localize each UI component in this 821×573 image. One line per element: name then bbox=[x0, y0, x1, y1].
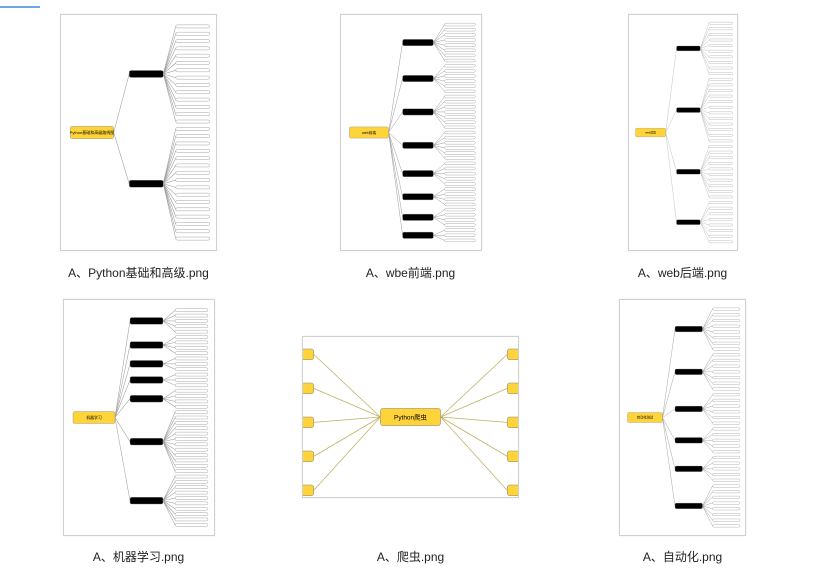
selection-indicator bbox=[0, 0, 40, 8]
thumbnail-image[interactable]: Python爬虫 bbox=[302, 336, 519, 498]
svg-text:自动化测试: 自动化测试 bbox=[637, 414, 654, 419]
svg-text:Python爬虫: Python爬虫 bbox=[394, 413, 427, 422]
file-thumbnail-viewport: Python基础和高级路线图 A、Python基础和高级.png web前端 A、wb… bbox=[0, 0, 821, 573]
thumbnail-image[interactable]: web后端 bbox=[628, 14, 738, 251]
thumbnail-cell[interactable]: 自动化测试 A、自动化.png bbox=[564, 293, 801, 566]
thumbnail-filename[interactable]: A、爬虫.png bbox=[377, 548, 444, 565]
thumbnail-filename[interactable]: A、Python基础和高级.png bbox=[68, 264, 209, 281]
thumbnail-wrap: web前端 bbox=[292, 8, 529, 258]
svg-text:web前端: web前端 bbox=[362, 130, 376, 135]
thumbnail-cell[interactable]: web后端 A、web后端.png bbox=[564, 8, 801, 281]
thumbnail-filename[interactable]: A、自动化.png bbox=[643, 548, 722, 565]
thumbnail-filename[interactable]: A、wbe前端.png bbox=[366, 264, 455, 281]
svg-text:web后端: web后端 bbox=[645, 131, 656, 135]
thumbnail-image[interactable]: 机器学习 bbox=[63, 299, 215, 536]
thumbnail-wrap: Python基础和高级路线图 bbox=[20, 8, 257, 258]
thumbnail-cell[interactable]: Python基础和高级路线图 A、Python基础和高级.png bbox=[20, 8, 257, 281]
thumbnail-image[interactable]: web前端 bbox=[340, 14, 482, 251]
thumbnail-wrap: 机器学习 bbox=[20, 293, 257, 543]
thumbnail-filename[interactable]: A、web后端.png bbox=[638, 264, 727, 281]
thumbnail-wrap: Python爬虫 bbox=[292, 293, 529, 543]
thumbnail-wrap: 自动化测试 bbox=[564, 293, 801, 543]
svg-text:机器学习: 机器学习 bbox=[86, 415, 102, 420]
thumbnail-filename[interactable]: A、机器学习.png bbox=[93, 548, 184, 565]
thumbnail-image[interactable]: 自动化测试 bbox=[619, 299, 746, 536]
thumbnail-image[interactable]: Python基础和高级路线图 bbox=[60, 14, 217, 251]
thumbnail-cell[interactable]: Python爬虫 A、爬虫.png bbox=[292, 293, 529, 566]
thumbnail-grid: Python基础和高级路线图 A、Python基础和高级.png web前端 A、wb… bbox=[20, 8, 801, 565]
thumbnail-cell[interactable]: web前端 A、wbe前端.png bbox=[292, 8, 529, 281]
thumbnail-wrap: web后端 bbox=[564, 8, 801, 258]
thumbnail-cell[interactable]: 机器学习 A、机器学习.png bbox=[20, 293, 257, 566]
svg-text:Python基础和高级路线图: Python基础和高级路线图 bbox=[70, 129, 115, 135]
